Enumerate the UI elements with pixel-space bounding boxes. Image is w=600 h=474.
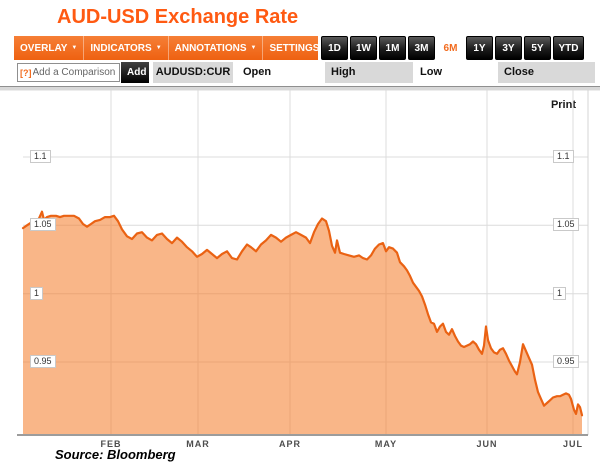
- chevron-down-icon: ▼: [250, 45, 257, 51]
- range-3m[interactable]: 3M: [408, 36, 435, 60]
- range-1m[interactable]: 1M: [379, 36, 406, 60]
- y-tick-right-1.05: 1.05: [553, 218, 579, 232]
- menu-label: OVERLAY: [20, 42, 68, 54]
- divider: [0, 86, 600, 91]
- field-high: High: [325, 62, 413, 83]
- y-tick-left-1.05: 1.05: [30, 218, 56, 232]
- menu-label: ANNOTATIONS: [174, 42, 247, 54]
- y-tick-left-1: 1: [30, 286, 44, 300]
- menu-overlay[interactable]: OVERLAY ▼: [14, 36, 83, 60]
- field-close: Close: [498, 62, 595, 83]
- y-tick-left-0.95: 0.95: [30, 355, 56, 368]
- chevron-down-icon: ▼: [155, 45, 162, 51]
- x-tick-feb: FEB: [100, 439, 122, 449]
- comparison-input[interactable]: [32, 67, 119, 78]
- menu-bar: OVERLAY▼INDICATORS▼ANNOTATIONS▼SETTINGS▼: [14, 36, 329, 60]
- menu-annotations[interactable]: ANNOTATIONS ▼: [167, 36, 263, 60]
- x-tick-mar: MAR: [186, 439, 210, 449]
- x-tick-may: MAY: [374, 439, 398, 449]
- area-fill: [23, 211, 582, 435]
- menu-label: SETTINGS: [269, 42, 320, 54]
- y-tick-right-1: 1: [553, 286, 567, 300]
- add-comparison-button[interactable]: Add: [121, 62, 149, 83]
- comparison-box: [?]: [17, 63, 120, 82]
- source-credit: Source: Bloomberg: [55, 447, 176, 462]
- y-tick-right-0.95: 0.95: [553, 355, 579, 368]
- symbol-label: AUDUSD:CUR: [153, 62, 233, 83]
- range-1y[interactable]: 1Y: [466, 36, 493, 60]
- y-tick-left-1.1: 1.1: [30, 150, 51, 163]
- range-ytd[interactable]: YTD: [553, 36, 584, 60]
- x-tick-jul: JUL: [562, 439, 583, 449]
- range-button-group: 1D 1W 1M 3M 6M 1Y 3Y 5Y YTD: [321, 36, 584, 60]
- range-1d[interactable]: 1D: [321, 36, 348, 60]
- chart-plot-area[interactable]: [23, 90, 588, 435]
- x-tick-jun: JUN: [476, 439, 498, 449]
- range-6m[interactable]: 6M: [437, 36, 464, 60]
- menu-indicators[interactable]: INDICATORS ▼: [83, 36, 167, 60]
- menu-label: INDICATORS: [90, 42, 152, 54]
- range-5y[interactable]: 5Y: [524, 36, 551, 60]
- chevron-down-icon: ▼: [71, 45, 78, 51]
- help-icon[interactable]: [?]: [20, 67, 32, 78]
- y-tick-right-1.1: 1.1: [553, 150, 574, 163]
- range-3y[interactable]: 3Y: [495, 36, 522, 60]
- price-line: [21, 210, 584, 417]
- print-link[interactable]: Print: [550, 99, 576, 111]
- range-1w[interactable]: 1W: [350, 36, 377, 60]
- field-open: Open: [243, 66, 272, 78]
- x-tick-apr: APR: [278, 439, 301, 449]
- field-low: Low: [420, 66, 442, 78]
- page-title: AUD-USD Exchange Rate: [57, 6, 299, 28]
